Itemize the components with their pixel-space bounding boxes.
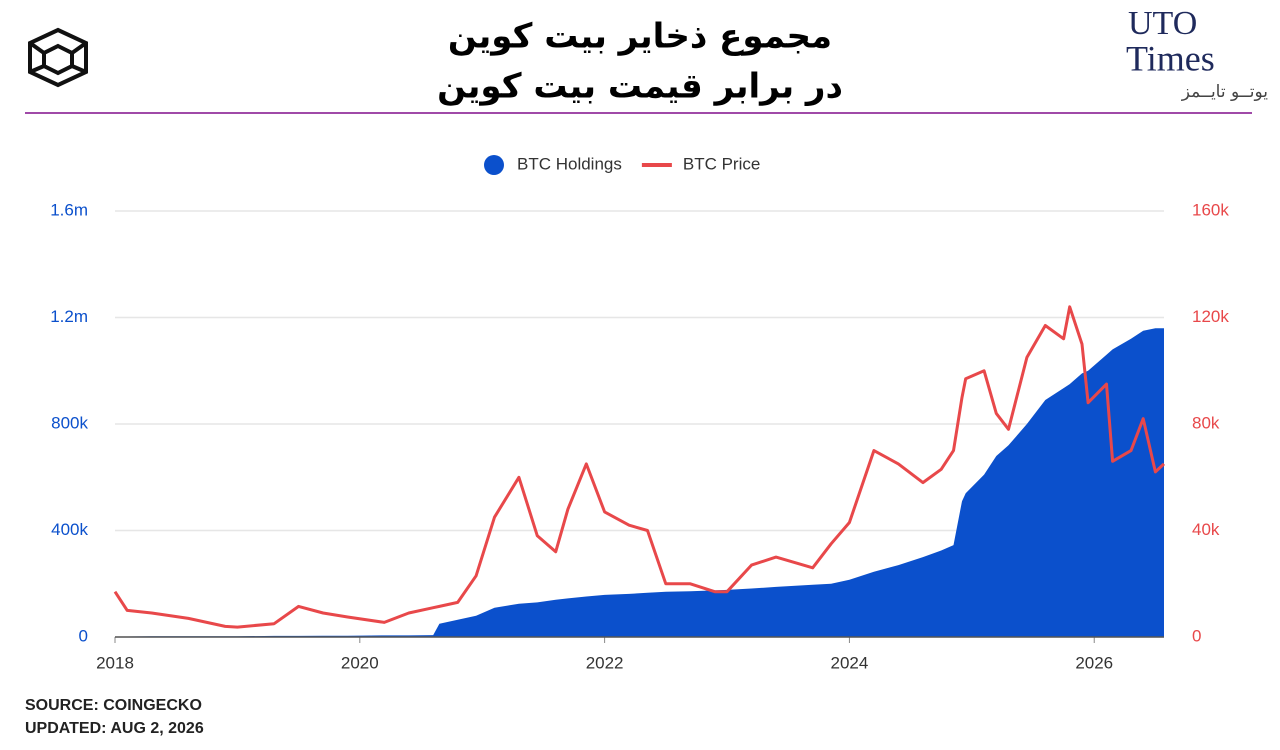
price-line bbox=[113, 305, 1166, 629]
y-tick-label: 400k bbox=[51, 520, 88, 539]
plot: 0 400k 800k 1.2m 1.6m 0 40k 80k 120k 160k 2018 2020… bbox=[50, 154, 1229, 672]
y2-tick-label: 40k bbox=[1192, 520, 1220, 539]
x-tick-label: 2020 bbox=[341, 653, 379, 672]
y2-tick-label: 80k bbox=[1192, 413, 1220, 432]
source: SOURCE: COINGECKO bbox=[25, 697, 202, 714]
x-tick-label: 2018 bbox=[96, 653, 134, 672]
y-tick-label: 1.2m bbox=[50, 307, 88, 326]
cube-logo bbox=[28, 27, 88, 88]
y2-tick-label: 120k bbox=[1192, 307, 1229, 326]
x-tick-label: 2022 bbox=[586, 653, 624, 672]
title-line: مجموع ذخایر بیت کوین bbox=[448, 17, 832, 57]
x-tick-label: 2026 bbox=[1075, 653, 1113, 672]
legend-label: BTC Price bbox=[683, 154, 760, 173]
title-line: در برابر قیمت بیت کوین bbox=[437, 67, 843, 107]
legend-label: BTC Holdings bbox=[517, 154, 622, 173]
y-tick-label: 0 bbox=[79, 626, 88, 645]
x-tick-label: 2024 bbox=[831, 653, 869, 672]
y-tick-label: 1.6m bbox=[50, 200, 88, 219]
legend-swatch bbox=[484, 155, 504, 175]
updated: UPDATED: AUG 2, 2026 bbox=[25, 720, 204, 737]
logo-text: UTO bbox=[1128, 5, 1197, 42]
y2-tick-label: 0 bbox=[1192, 626, 1201, 645]
holdings-area bbox=[115, 328, 1164, 637]
y-tick-label: 800k bbox=[51, 413, 88, 432]
logo-text: Times bbox=[1126, 38, 1215, 78]
logo-persian: یوتــو تایــمز bbox=[1181, 82, 1268, 102]
y2-tick-label: 160k bbox=[1192, 200, 1229, 219]
